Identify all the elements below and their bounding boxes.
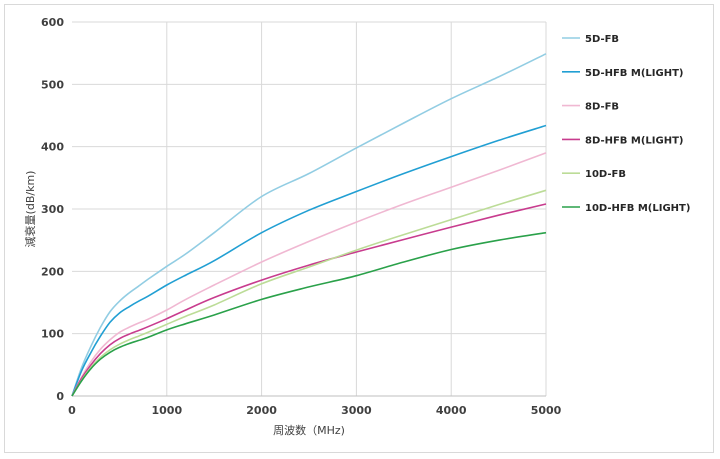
x-tick-label: 4000	[436, 404, 467, 417]
series-line-1	[71, 53, 547, 397]
legend-label: 5D-HFB M(LIGHT)	[585, 68, 683, 79]
y-tick-label: 500	[41, 78, 64, 91]
legend-label: 10D-FB	[585, 169, 626, 180]
series-line-6	[71, 231, 547, 397]
x-axis-ticks: 0 1000 2000 3000 4000 5000	[68, 404, 561, 417]
y-tick-label: 600	[41, 16, 64, 29]
y-axis-label: 減衰量(dB/km)	[23, 171, 37, 248]
y-tick-label: 0	[56, 390, 64, 403]
chart-frame	[4, 4, 714, 453]
gridlines	[72, 21, 547, 396]
x-tick-label: 3000	[341, 404, 372, 417]
series-line-5	[71, 189, 547, 397]
y-tick-label: 300	[41, 203, 64, 216]
x-tick-label: 1000	[151, 404, 182, 417]
legend-label: 5D-FB	[585, 34, 619, 45]
legend-label: 8D-FB	[585, 102, 619, 113]
x-tick-label: 0	[68, 404, 76, 417]
y-tick-label: 200	[41, 265, 64, 278]
x-tick-label: 5000	[531, 404, 562, 417]
x-axis-label: 周波数（MHz)	[273, 424, 345, 437]
x-tick-label: 2000	[246, 404, 277, 417]
y-tick-label: 400	[41, 141, 64, 154]
series-line-4	[71, 203, 547, 397]
legend: 5D-FB 5D-HFB M(LIGHT) 8D-FB 8D-HFB M(LIGHT)…	[562, 34, 690, 214]
legend-label: 8D-HFB M(LIGHT)	[585, 135, 683, 146]
series-lines	[71, 53, 547, 397]
legend-label: 10D-HFB M(LIGHT)	[585, 203, 690, 214]
series-line-3	[71, 152, 547, 397]
y-tick-label: 100	[41, 328, 64, 341]
y-axis-ticks: 0 100 200 300 400 500 600	[41, 16, 64, 403]
series-line-2	[71, 124, 547, 397]
